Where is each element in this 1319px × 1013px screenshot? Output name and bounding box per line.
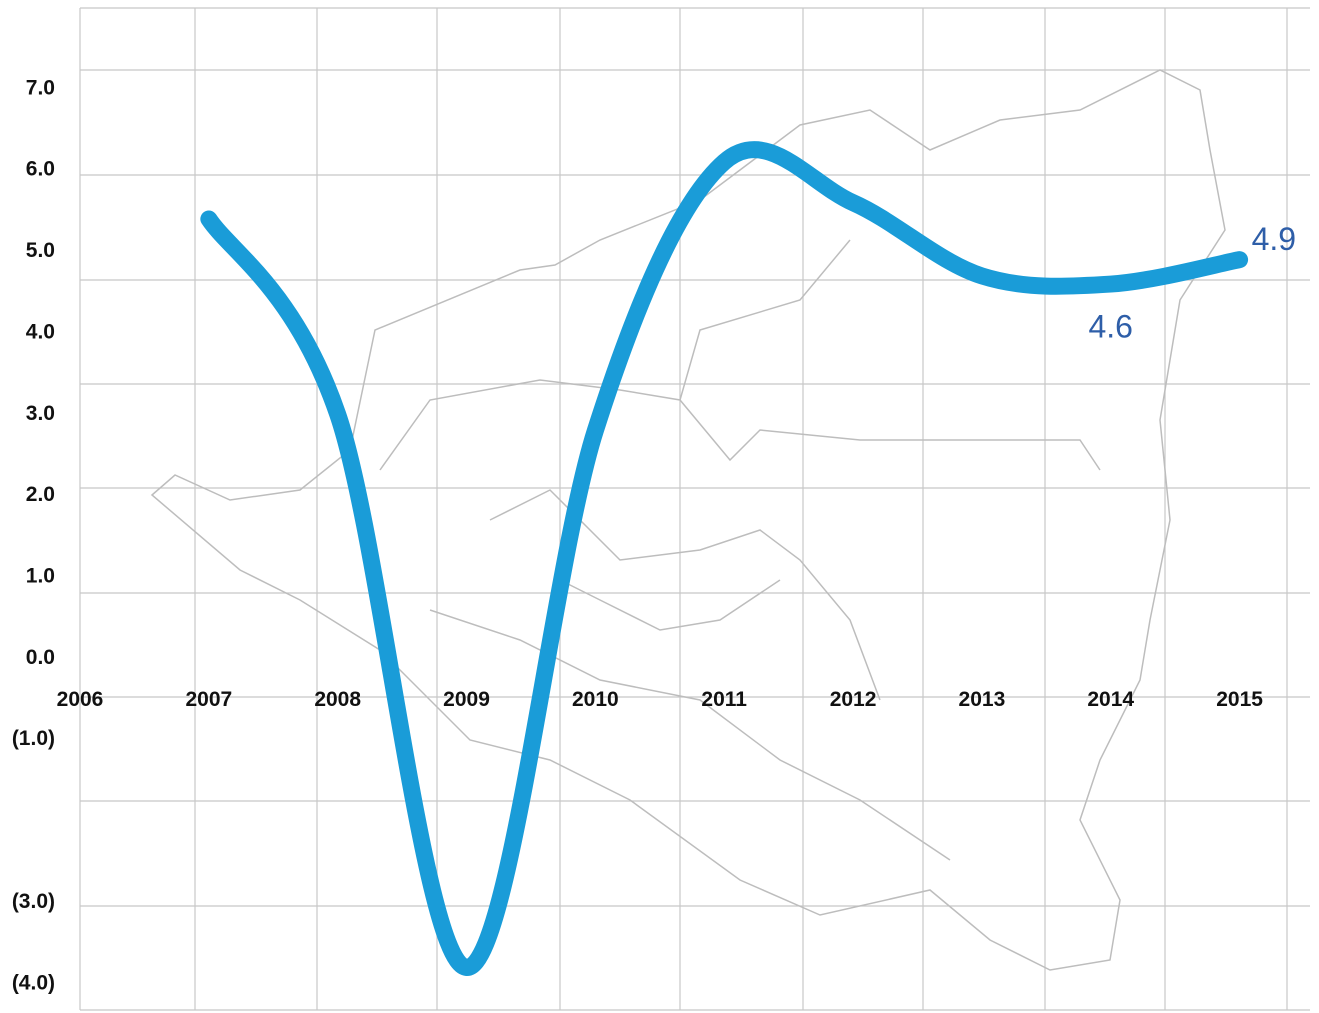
background-grid [79,7,1310,1011]
y-tick-label: (1.0) [12,727,55,750]
y-tick-label: 6.0 [26,158,55,181]
x-tick-label: 2013 [959,688,1006,711]
y-tick-label: (3.0) [12,890,55,913]
x-tick-label: 2015 [1216,688,1263,711]
x-tick-label: 2014 [1087,688,1134,711]
x-tick-label: 2012 [830,688,877,711]
x-tick-label: 2010 [572,688,619,711]
map-outline [150,69,1226,971]
y-tick-label: 3.0 [26,402,55,425]
line [200,141,1249,976]
x-tick-label: 2008 [314,688,361,711]
x-tick-label: 2009 [443,688,490,711]
x-tick-label: 2007 [185,688,232,711]
y-tick-label: 5.0 [26,239,55,262]
y-tick-label: 4.0 [26,320,55,343]
x-tick-label: 2011 [701,688,747,711]
data-label: 4.9 [1252,221,1296,257]
y-tick-label: 1.0 [26,564,55,587]
y-tick-label: 0.0 [26,646,55,669]
y-tick-label: 7.0 [26,76,55,99]
data-label: 4.6 [1088,309,1132,345]
y-tick-label: 2.0 [26,483,55,506]
y-tick-label: (4.0) [12,971,55,994]
map-borders [379,239,1101,861]
x-tick-label: 2006 [57,688,104,711]
